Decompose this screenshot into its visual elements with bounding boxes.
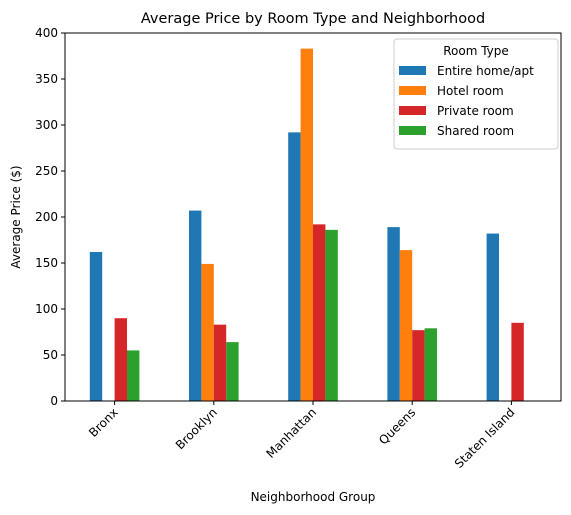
y-tick-label: 250: [35, 164, 58, 178]
bars: [89, 48, 524, 402]
y-tick-label: 50: [43, 348, 58, 362]
x-tick-label: Staten Island: [452, 405, 518, 471]
legend-label: Entire home/apt: [437, 64, 534, 78]
y-axis-label: Average Price ($): [9, 165, 23, 268]
bar: [201, 263, 214, 401]
bar: [189, 210, 202, 401]
bar: [486, 233, 499, 401]
y-tick-label: 150: [35, 256, 58, 270]
y-tick-label: 400: [35, 26, 58, 40]
bar: [226, 342, 239, 401]
legend: Room Type Entire home/apt Hotel room Priva…: [393, 38, 559, 150]
x-tick-label: Bronx: [86, 405, 121, 440]
bar: [114, 318, 127, 401]
bar: [387, 227, 400, 401]
legend-swatch: [399, 106, 426, 115]
bar: [127, 350, 140, 401]
legend-label: Shared room: [437, 124, 514, 138]
bar: [213, 324, 227, 401]
legend-label: Hotel room: [437, 84, 504, 98]
y-tick-label: 300: [35, 118, 58, 132]
bar: [89, 251, 103, 401]
chart-title: Average Price by Room Type and Neighborh…: [141, 11, 485, 27]
y-tick-label: 100: [35, 302, 58, 316]
x-tick-label: Queens: [376, 405, 418, 447]
x-axis-label: Neighborhood Group: [251, 490, 376, 504]
bar: [300, 48, 313, 401]
y-tick-label: 0: [50, 394, 58, 408]
legend-swatch: [399, 86, 426, 95]
x-tick-label: Brooklyn: [173, 405, 220, 452]
bar: [424, 328, 437, 401]
bar: [325, 229, 338, 401]
y-tick-label: 200: [35, 210, 58, 224]
bar: [412, 330, 425, 401]
bar: [399, 250, 413, 401]
legend-swatch: [399, 126, 426, 135]
legend-box: [393, 38, 559, 150]
x-tick-label: Manhattan: [264, 405, 320, 461]
x-axis: Bronx Brooklyn Manhattan Queens Staten Islan…: [86, 401, 518, 471]
y-axis: 0 50 100 150 200 250 300 350 400: [35, 26, 65, 408]
y-tick-label: 350: [35, 72, 58, 86]
bar: [511, 322, 524, 401]
bar: [313, 224, 326, 401]
legend-title: Room Type: [443, 44, 509, 58]
legend-swatch: [399, 66, 426, 75]
bar: [288, 132, 301, 402]
legend-label: Private room: [437, 104, 514, 118]
